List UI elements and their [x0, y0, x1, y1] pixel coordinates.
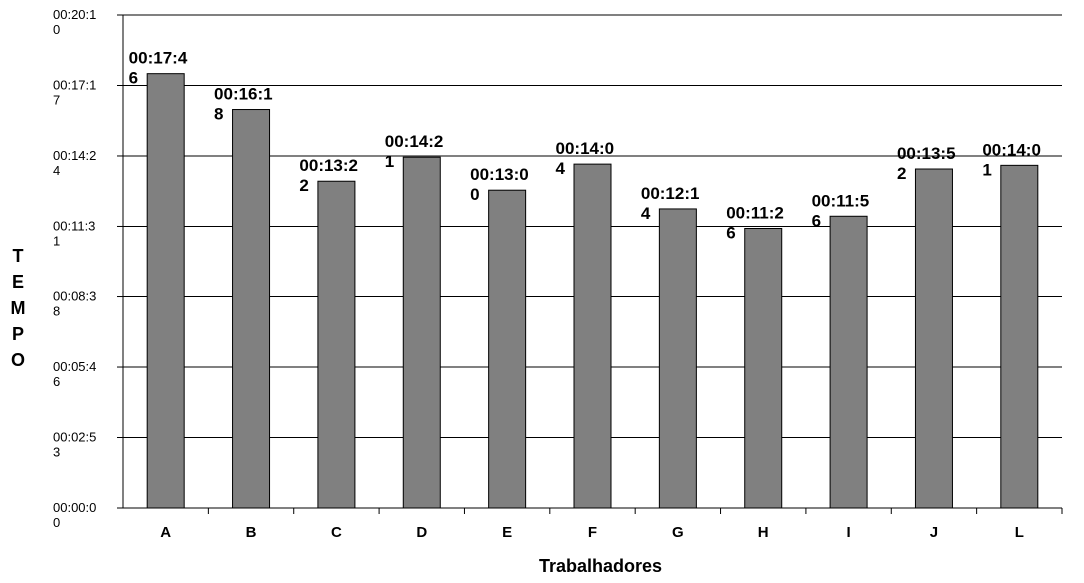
y-tick-labels: 00:00:0 0 00:02:5 3 00:05:4 6 00:08:3 8 00:11:3 1…	[53, 7, 96, 530]
bar-l	[1000, 164, 1039, 509]
y-tick-label: 00:02:5 3	[53, 430, 96, 460]
data-label: 00:14:0 1	[982, 140, 1041, 179]
data-label: 00:12:1 4	[641, 184, 700, 223]
axes	[117, 14, 1063, 514]
y-tick-label: 00:00:0 0	[53, 500, 96, 530]
bar-d	[402, 156, 441, 509]
y-tick-label: 00:05:4 6	[53, 359, 96, 389]
y-axis-title-letter: M	[11, 298, 26, 318]
bar-g	[658, 208, 697, 509]
bar-f	[573, 163, 612, 509]
data-label: 00:13:0 0	[470, 165, 529, 204]
x-tick-label: J	[930, 524, 938, 541]
data-label: 00:11:5 6	[812, 191, 870, 230]
bar-a	[146, 73, 185, 509]
y-axis-title-letter: E	[12, 272, 24, 292]
data-label: 00:13:2 2	[299, 156, 358, 195]
data-label: 00:17:4 6	[129, 49, 188, 88]
x-tick-label: C	[331, 524, 342, 541]
x-axis-title: Trabalhadores	[539, 556, 662, 576]
y-tick-label: 00:11:3 1	[53, 218, 95, 248]
data-label: 00:16:1 8	[214, 85, 273, 124]
y-tick-label: 00:14:2 4	[53, 148, 96, 178]
x-tick-label: D	[416, 524, 427, 541]
x-tick-label: B	[246, 524, 257, 541]
y-tick-label: 00:08:3 8	[53, 289, 96, 319]
x-tick-label: F	[588, 524, 597, 541]
bar-b	[232, 109, 271, 509]
bars	[146, 73, 1039, 509]
y-axis-title-letter: T	[13, 246, 24, 266]
y-axis-title-letter: P	[12, 324, 24, 344]
x-tick-label: E	[502, 524, 512, 541]
x-tick-label: I	[847, 524, 851, 541]
y-tick-label: 00:17:1 7	[53, 77, 96, 107]
y-tick-label: 00:20:1 0	[53, 7, 96, 37]
bar-e	[488, 189, 527, 509]
bar-h	[744, 227, 783, 509]
bar-c	[317, 180, 356, 509]
data-label: 00:14:0 4	[556, 139, 615, 178]
bar-i	[829, 215, 868, 509]
x-tick-label: H	[758, 524, 769, 541]
bar-j	[914, 168, 953, 509]
y-axis-title-letter: O	[11, 350, 25, 370]
x-tick-label: A	[160, 524, 171, 541]
data-label: 00:14:2 1	[385, 132, 444, 171]
data-labels: 00:17:4 6 00:16:1 8 00:13:2 2 00:14:2 1 00:13:0 0…	[129, 49, 1041, 243]
x-tick-label: L	[1015, 524, 1024, 541]
data-label: 00:13:5 2	[897, 144, 956, 183]
x-tick-label: G	[672, 524, 684, 541]
data-label: 00:11:2 6	[726, 203, 784, 242]
